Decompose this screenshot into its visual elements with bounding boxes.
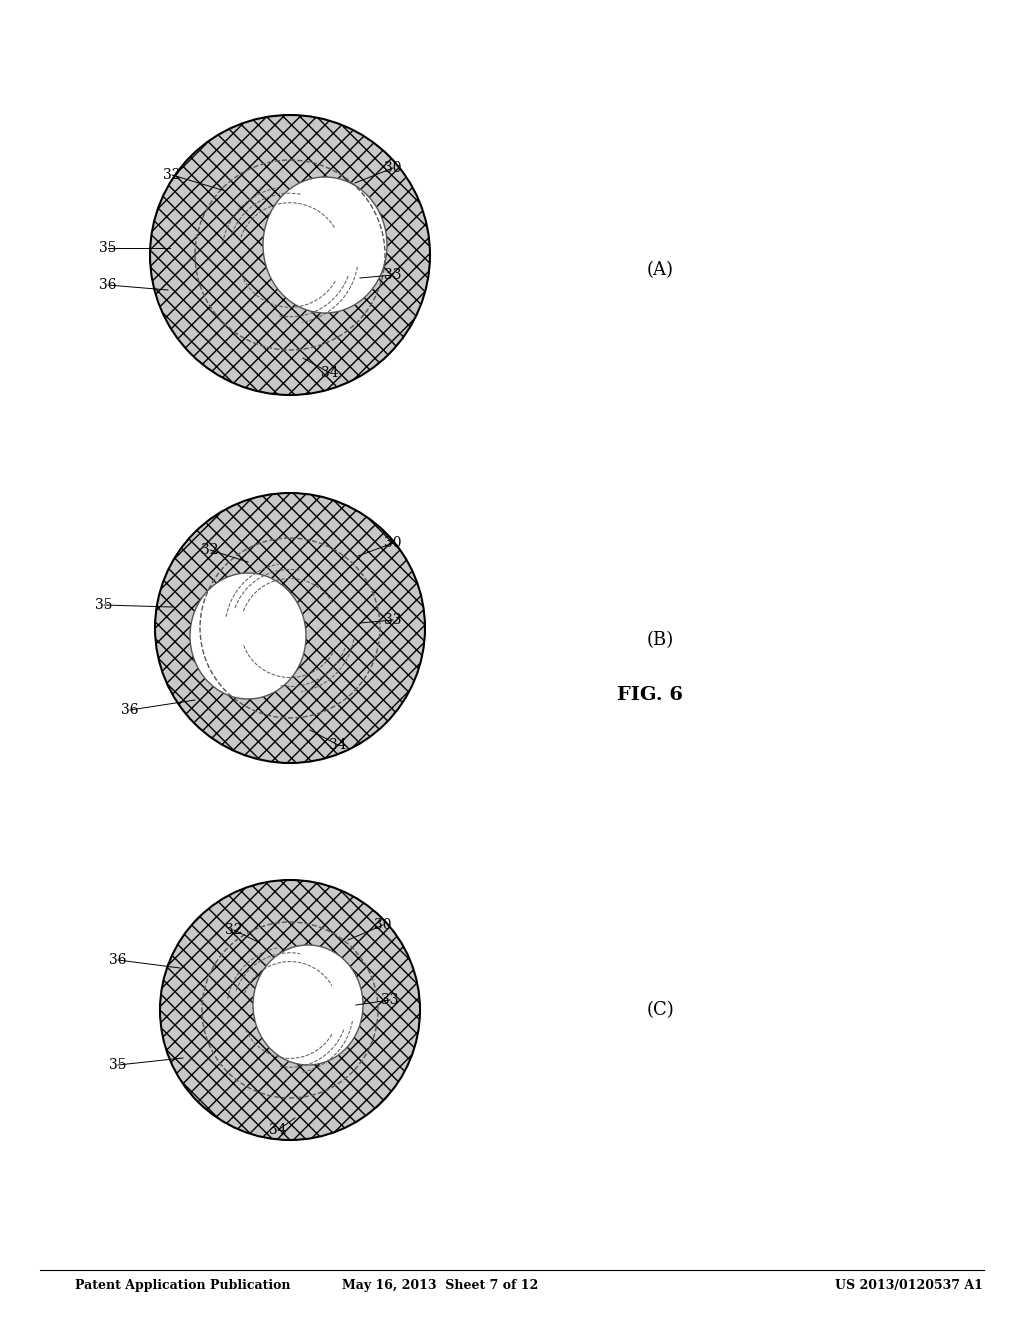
Text: May 16, 2013  Sheet 7 of 12: May 16, 2013 Sheet 7 of 12 [342, 1279, 539, 1291]
Text: 34: 34 [329, 738, 347, 752]
Text: 30: 30 [384, 161, 401, 176]
Ellipse shape [263, 177, 387, 313]
Text: 35: 35 [110, 1059, 127, 1072]
Text: (A): (A) [646, 261, 674, 279]
Text: Patent Application Publication: Patent Application Publication [75, 1279, 291, 1291]
Text: 36: 36 [99, 279, 117, 292]
Text: 33: 33 [384, 612, 401, 627]
Text: (B): (B) [646, 631, 674, 649]
Text: 32: 32 [202, 543, 219, 557]
Text: 36: 36 [110, 953, 127, 968]
Text: 36: 36 [121, 704, 138, 717]
Text: 35: 35 [95, 598, 113, 612]
Text: 32: 32 [225, 923, 243, 937]
Ellipse shape [190, 573, 306, 700]
Text: 30: 30 [374, 917, 392, 932]
Ellipse shape [155, 492, 425, 763]
Text: (C): (C) [646, 1001, 674, 1019]
Text: FIG. 6: FIG. 6 [617, 686, 683, 704]
Text: 35: 35 [99, 242, 117, 255]
Text: 32: 32 [163, 168, 181, 182]
Ellipse shape [150, 115, 430, 395]
Text: 33: 33 [384, 268, 401, 282]
Text: 34: 34 [269, 1123, 287, 1137]
Text: 33: 33 [381, 993, 398, 1007]
Ellipse shape [160, 880, 420, 1140]
Text: US 2013/0120537 A1: US 2013/0120537 A1 [836, 1279, 983, 1291]
Text: 34: 34 [322, 366, 339, 380]
Ellipse shape [253, 945, 362, 1065]
Text: 30: 30 [384, 536, 401, 550]
